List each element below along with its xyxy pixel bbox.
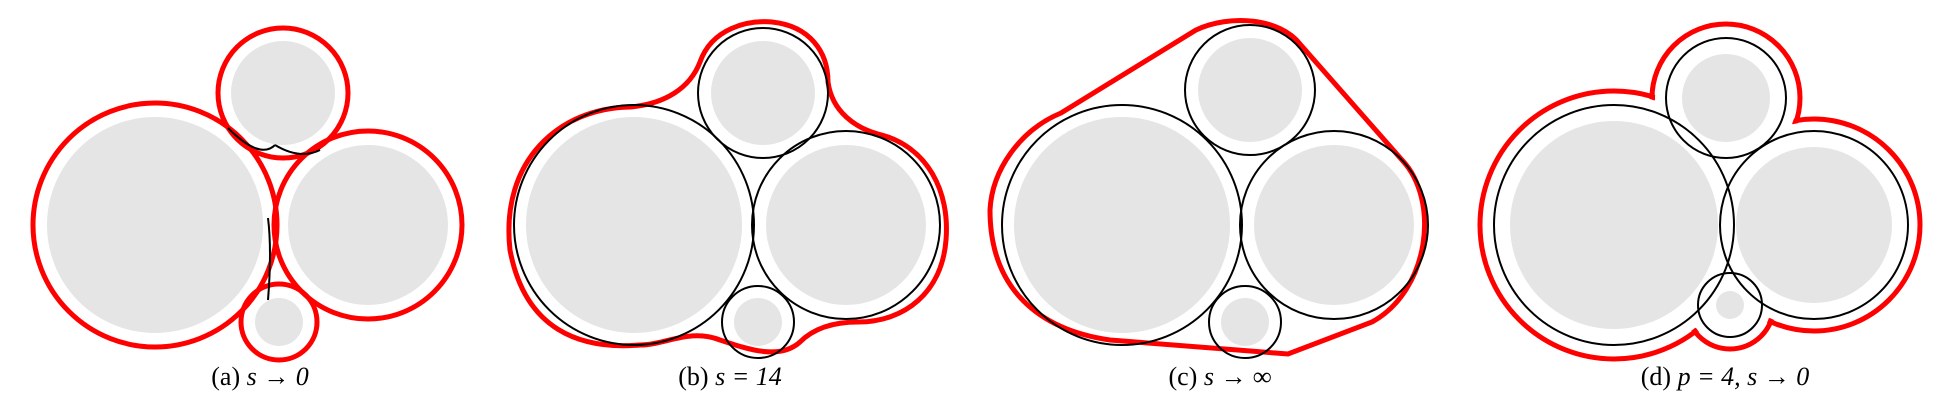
panel-d-top-circle <box>1665 37 1787 159</box>
panel-d-small-disk <box>1716 291 1744 319</box>
panel-c-top-disk <box>1198 38 1302 142</box>
caption-d-math: p = 4, s → 0 <box>1677 362 1810 391</box>
panel-a-large-disk <box>47 117 263 333</box>
panel-a-small-circle <box>238 281 320 363</box>
panel-b-large-circle <box>513 104 755 346</box>
panel-a-right-circle <box>271 128 465 322</box>
panel-a-gap-arcs <box>227 127 321 301</box>
panel-b <box>506 19 949 359</box>
panel-b-large-disk <box>526 117 742 333</box>
panel-c-small-disk <box>1221 298 1269 346</box>
caption-c: (c) s → ∞ <box>1070 362 1370 392</box>
caption-d-label: (d) <box>1640 362 1672 391</box>
panel-b-top-circle <box>697 27 829 159</box>
caption-a-label: (a) <box>211 362 241 391</box>
panel-b-small-circle <box>721 285 795 359</box>
caption-b-math: s = 14 <box>715 362 782 391</box>
panel-d-small-circle <box>1697 272 1763 338</box>
panel-c-right-circle <box>1239 130 1429 320</box>
panel-d-right-disk <box>1736 147 1892 303</box>
panel-d-large-disk <box>1510 121 1718 329</box>
caption-b-label: (b) <box>678 362 709 391</box>
panel-b-small-disk <box>734 298 782 346</box>
caption-a: (a) s → 0 <box>110 362 410 392</box>
panel-c-large-circle <box>1001 104 1243 346</box>
panel-c-boundary <box>987 18 1428 357</box>
panel-c-small-circle <box>1208 285 1282 359</box>
panel-c-large-disk <box>1014 117 1230 333</box>
panel-a-top-circle <box>215 25 351 161</box>
panel-b-right-disk <box>766 145 926 305</box>
panel-d-large-circle <box>1493 104 1735 346</box>
caption-c-math: s → ∞ <box>1203 362 1272 391</box>
panel-a-small-disk <box>255 298 303 346</box>
panel-a-top-disk <box>231 41 335 145</box>
panel-b-top-disk <box>711 41 815 145</box>
caption-c-label: (c) <box>1168 362 1198 391</box>
panel-a-large-circle <box>30 100 280 350</box>
panel-d <box>1477 21 1923 362</box>
panel-d-top-disk <box>1682 54 1770 142</box>
panel-d-right-circle <box>1719 130 1909 320</box>
caption-b: (b) s = 14 <box>580 362 880 392</box>
panel-c <box>987 18 1429 359</box>
panel-a-right-disk <box>288 145 448 305</box>
caption-a-math: s → 0 <box>246 362 309 391</box>
panel-b-right-circle <box>751 130 941 320</box>
panel-b-boundary <box>506 19 949 355</box>
panel-c-right-disk <box>1254 145 1414 305</box>
caption-d: (d) p = 4, s → 0 <box>1575 362 1875 392</box>
panel-c-top-circle <box>1184 24 1316 156</box>
panel-a <box>30 25 465 363</box>
